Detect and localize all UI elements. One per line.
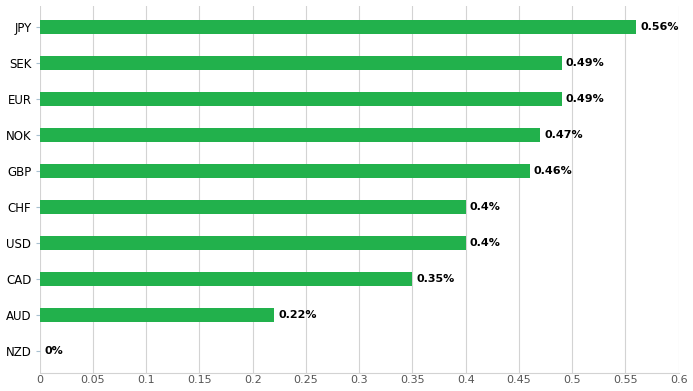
Bar: [40, 20, 636, 34]
Bar: [40, 308, 274, 322]
Text: 0.46%: 0.46%: [534, 166, 572, 176]
Text: 0.22%: 0.22%: [279, 310, 317, 320]
Bar: [40, 236, 466, 250]
Text: 0.35%: 0.35%: [416, 274, 455, 284]
Bar: [40, 200, 466, 214]
Text: 0.47%: 0.47%: [545, 130, 583, 140]
Bar: [40, 272, 412, 286]
Text: 0%: 0%: [44, 346, 63, 356]
Text: 0.4%: 0.4%: [470, 238, 501, 248]
Bar: [40, 92, 561, 106]
Bar: [40, 56, 561, 70]
Text: 0.49%: 0.49%: [565, 94, 604, 104]
Bar: [40, 164, 529, 178]
Text: 0.49%: 0.49%: [565, 58, 604, 68]
Text: 0.56%: 0.56%: [640, 22, 679, 32]
Bar: [40, 128, 541, 142]
Text: 0.4%: 0.4%: [470, 202, 501, 212]
